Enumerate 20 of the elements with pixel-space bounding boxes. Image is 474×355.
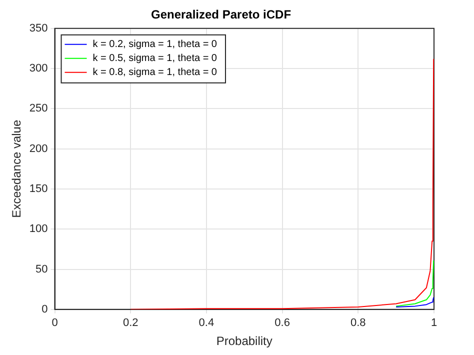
y-tick-label: 250 (29, 102, 48, 115)
x-axis-title: Probability (216, 334, 272, 348)
legend-label: k = 0.5, sigma = 1, theta = 0 (92, 53, 218, 64)
x-tick-label: 1 (430, 317, 438, 330)
x-tick-label: 0.2 (122, 317, 138, 330)
y-tick-label: 350 (29, 22, 48, 34)
y-tick-label: 0 (42, 303, 48, 316)
y-tick-label: 200 (29, 142, 48, 155)
chart-title: Generalized Pareto iCDF (150, 8, 292, 22)
x-tick-label: 0.6 (274, 317, 290, 330)
legend-label: k = 0.8, sigma = 1, theta = 0 (92, 67, 218, 78)
y-tick-label: 150 (29, 183, 48, 196)
x-tick-label: 0 (52, 317, 58, 330)
y-axis-title: Exceedance value (10, 120, 24, 218)
legend-label: k = 0.2, sigma = 1, theta = 0 (92, 39, 218, 50)
y-tick-label: 50 (36, 263, 48, 276)
y-tick-label: 100 (29, 223, 48, 236)
x-tick-label: 0.4 (198, 317, 214, 330)
y-tick-label: 300 (29, 62, 48, 75)
x-tick-label: 0.8 (350, 317, 366, 330)
